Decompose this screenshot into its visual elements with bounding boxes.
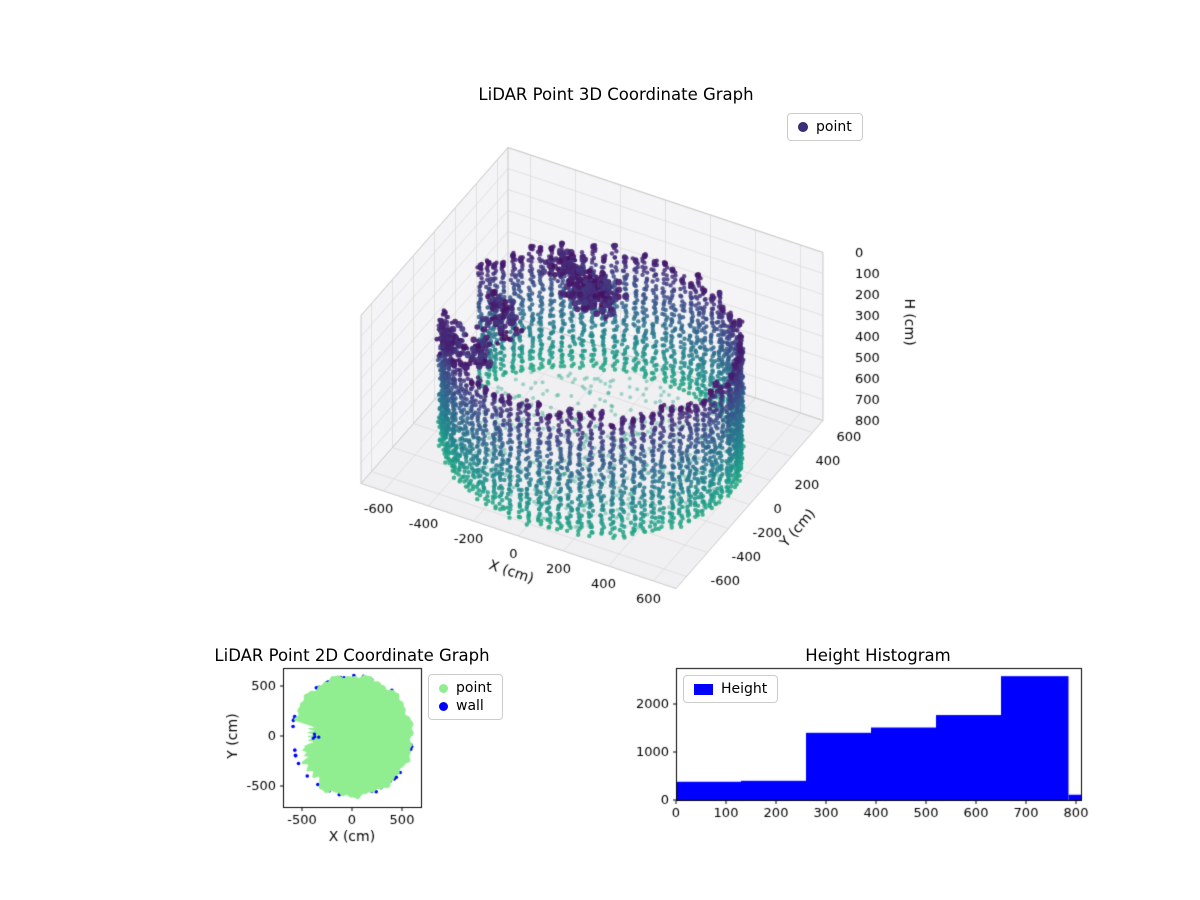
legend-item-height: Height xyxy=(694,680,767,698)
height-patch-icon xyxy=(694,683,713,695)
legend-item-point-3d: point xyxy=(798,118,852,136)
plot2d-title: LiDAR Point 2D Coordinate Graph xyxy=(214,646,490,665)
histogram-title: Height Histogram xyxy=(805,646,951,665)
legend-item-point-2d: point xyxy=(439,679,492,697)
legend-label: wall xyxy=(456,698,484,714)
legend-label: Height xyxy=(721,681,768,697)
plot2d-legend: point wall xyxy=(428,674,503,720)
point-marker-icon xyxy=(798,122,808,132)
legend-label: point xyxy=(456,680,492,696)
legend-label: point xyxy=(816,119,852,135)
point-marker-icon xyxy=(439,683,448,693)
legend-item-wall-2d: wall xyxy=(439,697,492,715)
wall-marker-icon xyxy=(439,701,448,711)
plot3d-legend: point xyxy=(787,113,863,141)
histogram-legend: Height xyxy=(683,675,779,703)
plot3d-title: LiDAR Point 3D Coordinate Graph xyxy=(478,85,754,104)
